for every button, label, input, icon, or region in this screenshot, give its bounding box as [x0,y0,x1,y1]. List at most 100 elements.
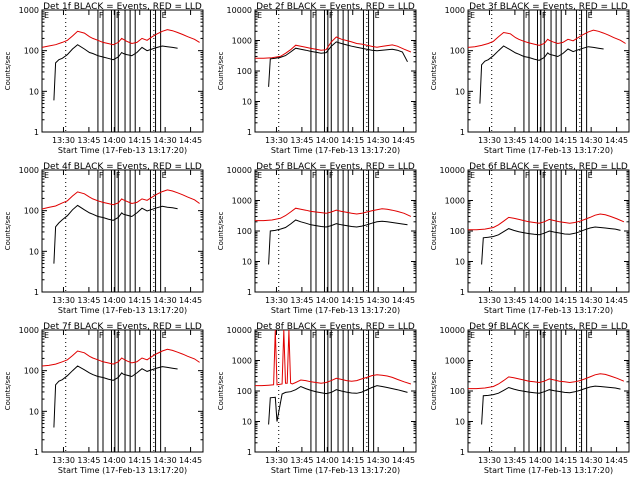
marker-letter-f: F [542,331,547,340]
plot-frame [41,9,204,133]
marker-letter-f: F [116,331,121,340]
x-tick-label: 13:45 [77,296,100,305]
marker-letter-e: E [162,171,167,180]
marker-letter-e: E [470,11,475,20]
y-tick-label: 1 [247,128,252,137]
y-tick-label: 1000 [232,197,252,206]
y-tick-label: 10000 [440,326,465,335]
y-tick-label: 100 [450,227,465,236]
x-tick-label: 14:15 [341,456,364,465]
marker-letter-f: F [99,11,104,20]
x-tick-label: 14:30 [154,296,177,305]
y-tick-label: 1000 [445,197,465,206]
x-tick-label: 14:00 [103,456,126,465]
marker-letter-e: E [588,11,593,20]
y-tick-label: 100 [450,47,465,56]
y-axis-label: Counts/sec [4,212,12,251]
marker-letter-e: E [588,331,593,340]
x-tick-label: 14:30 [367,136,390,145]
y-tick-label: 100 [24,207,39,216]
x-tick-label: 14:45 [605,456,628,465]
x-tick-label: 14:00 [316,136,339,145]
y-tick-label: 1 [460,448,465,457]
y-tick-label: 1 [460,288,465,297]
marker-letter-e: E [375,331,380,340]
y-tick-label: 1000 [445,357,465,366]
marker-letter-f: F [312,331,317,340]
x-tick-label: 14:00 [103,296,126,305]
marker-letter-f: F [99,331,104,340]
y-axis-label: Counts/sec [430,212,438,251]
y-tick-label: 1000 [445,6,465,15]
events-series-line [268,385,408,425]
x-tick-label: 14:15 [128,456,151,465]
x-tick-label: 13:30 [265,296,288,305]
events-series-line [53,365,178,428]
marker-letter-f: F [525,11,530,20]
x-tick-label: 13:45 [503,136,526,145]
x-tick-label: 14:30 [367,456,390,465]
y-tick-label: 10 [242,418,252,427]
marker-letter-f: F [329,171,334,180]
x-tick-label: 14:45 [605,136,628,145]
x-tick-label: 14:30 [580,456,603,465]
marker-letter-f: F [329,11,334,20]
y-tick-label: 10 [29,87,39,96]
y-tick-label: 100 [450,387,465,396]
y-tick-label: 1 [247,448,252,457]
lld-series-line [468,373,625,390]
y-tick-label: 10 [242,258,252,267]
x-tick-label: 14:30 [580,136,603,145]
marker-letter-f: F [116,171,121,180]
x-tick-label: 13:45 [77,456,100,465]
x-tick-label: 14:00 [103,136,126,145]
x-tick-label: 14:30 [154,136,177,145]
x-tick-label: 14:15 [128,296,151,305]
x-tick-label: 14:30 [367,296,390,305]
x-tick-label: 14:45 [605,296,628,305]
y-tick-label: 100 [24,367,39,376]
panel-title: Det 9f BLACK = Events, RED = LLD [469,322,628,332]
y-tick-label: 10000 [227,326,252,335]
x-tick-label: 14:00 [316,456,339,465]
y-tick-label: 10 [455,418,465,427]
y-tick-label: 10 [29,407,39,416]
marker-letter-f: F [542,11,547,20]
events-series-line [268,219,408,265]
marker-letter-e: E [162,331,167,340]
y-tick-label: 100 [237,67,252,76]
panel-title: Det 3f BLACK = Events, RED = LLD [469,2,628,12]
y-tick-label: 1000 [19,166,39,175]
lld-series-line [255,207,412,222]
x-tick-label: 13:45 [290,136,313,145]
x-tick-label: 13:30 [52,136,75,145]
marker-letter-f: F [116,11,121,20]
panel-title: Det 5f BLACK = Events, RED = LLD [256,162,415,172]
y-axis-label: Counts/sec [4,52,12,91]
plot-frame [467,9,630,133]
x-tick-label: 13:45 [503,296,526,305]
x-tick-label: 14:15 [554,136,577,145]
marker-letter-e: E [44,331,49,340]
events-series-line [479,45,604,104]
x-axis-label: Start Time (17-Feb-13 13:17:20) [58,306,187,315]
marker-letter-f: F [99,171,104,180]
y-tick-label: 10000 [227,6,252,15]
x-tick-label: 14:15 [341,296,364,305]
y-tick-label: 1000 [19,326,39,335]
y-axis-label: Counts/sec [217,372,225,411]
panel-title: Det 8f BLACK = Events, RED = LLD [256,322,415,332]
x-tick-label: 13:45 [290,296,313,305]
x-axis-label: Start Time (17-Feb-13 13:17:20) [58,466,187,475]
events-series-line [481,385,621,425]
panel-title: Det 2f BLACK = Events, RED = LLD [256,2,415,12]
y-tick-label: 10000 [227,166,252,175]
plot-frame [41,169,204,293]
x-tick-label: 14:45 [179,296,202,305]
panel-title: Det 6f BLACK = Events, RED = LLD [469,162,628,172]
x-tick-label: 14:30 [580,296,603,305]
